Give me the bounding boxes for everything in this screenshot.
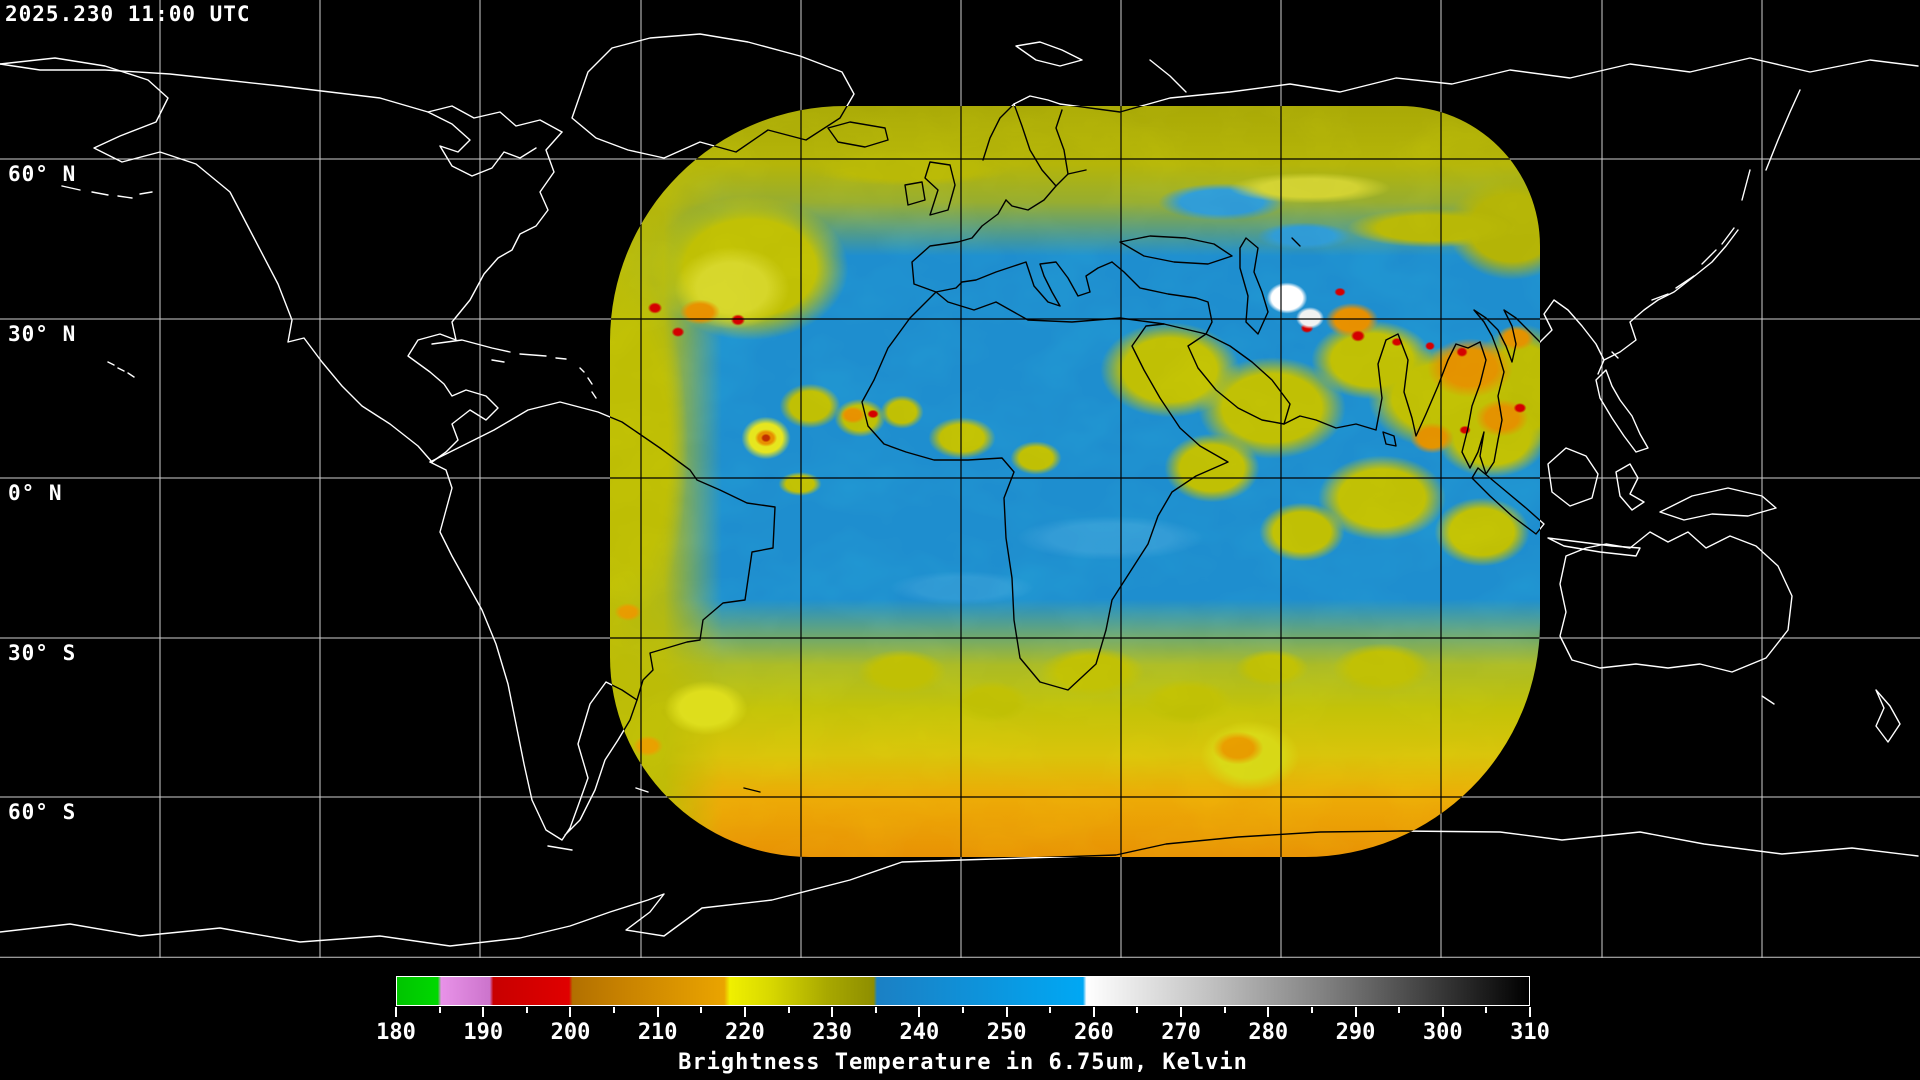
colorbar-major-tick <box>1180 1007 1183 1017</box>
world-basemap <box>0 0 1920 958</box>
lat-label-60s: 60° S <box>8 800 77 824</box>
colorbar-minor-tick <box>1310 1007 1313 1013</box>
graticule-white <box>0 0 1920 958</box>
colorbar-title: Brightness Temperature in 6.75um, Kelvin <box>678 1050 1248 1075</box>
colorbar-minor-tick <box>525 1007 528 1013</box>
colorbar-tick-label: 210 <box>637 1020 678 1045</box>
colorbar-tick-label: 250 <box>986 1020 1027 1045</box>
colorbar-major-tick <box>1529 1007 1531 1017</box>
colorbar-major-tick <box>918 1007 921 1017</box>
colorbar-major-tick <box>743 1007 746 1017</box>
colorbar-minor-tick <box>1049 1007 1052 1013</box>
colorbar-tick-label: 280 <box>1248 1020 1289 1045</box>
colorbar-major-tick <box>569 1007 572 1017</box>
colorbar-tick-label: 220 <box>725 1020 765 1045</box>
colorbar-tick-label: 260 <box>1073 1020 1114 1045</box>
colorbar-minor-tick <box>1485 1007 1488 1013</box>
colorbar-minor-tick <box>787 1007 790 1013</box>
lat-label-60n: 60° N <box>8 162 77 186</box>
colorbar-minor-tick <box>700 1007 703 1013</box>
colorbar-major-tick <box>1354 1007 1357 1017</box>
colorbar-minor-tick <box>874 1007 877 1013</box>
lat-label-30s: 30° S <box>8 641 77 665</box>
cloud-texture <box>610 106 1540 857</box>
lat-label-30n: 30° N <box>8 322 77 346</box>
colorbar-major-tick <box>831 1007 834 1017</box>
colorbar-tick-label: 310 <box>1510 1020 1550 1045</box>
colorbar-tick-label: 240 <box>899 1020 940 1045</box>
colorbar-tick-label: 190 <box>463 1020 504 1045</box>
colorbar-major-tick <box>1441 1007 1444 1017</box>
colorbar-major-tick <box>1092 1007 1095 1017</box>
colorbar-tick-label: 230 <box>812 1020 853 1045</box>
colorbar-tick-label: 200 <box>550 1020 591 1045</box>
lat-label-0n: 0° N <box>8 481 63 505</box>
colorbar-minor-tick <box>613 1007 616 1013</box>
colorbar-minor-tick <box>962 1007 964 1013</box>
colorbar-ticks <box>395 1007 1531 1019</box>
colorbar-minor-tick <box>1398 1007 1401 1013</box>
colorbar-minor-tick <box>1136 1007 1139 1013</box>
timestamp-label: 2025.230 11:00 UTC <box>5 2 251 26</box>
colorbar-major-tick <box>482 1007 485 1017</box>
colorbar-tick-label: 180 <box>376 1020 416 1045</box>
colorbar-major-tick <box>656 1007 659 1017</box>
colorbar-tick-label: 300 <box>1422 1020 1463 1045</box>
colorbar-tick-label: 270 <box>1161 1020 1201 1045</box>
colorbar-major-tick <box>1267 1007 1270 1017</box>
colorbar-tick-label: 290 <box>1335 1020 1376 1045</box>
colorbar-minor-tick <box>1223 1007 1226 1013</box>
colorbar-tick-labels: 180 190 200 210 220 230 240 250 260 270 280 290 300 3… <box>376 1020 1550 1045</box>
colorbar-minor-tick <box>438 1007 441 1013</box>
colorbar-major-tick <box>1005 1007 1008 1017</box>
satellite-data-swath <box>610 106 1540 857</box>
colorbar-gradient <box>396 976 1530 1006</box>
colorbar-major-tick <box>395 1007 397 1017</box>
